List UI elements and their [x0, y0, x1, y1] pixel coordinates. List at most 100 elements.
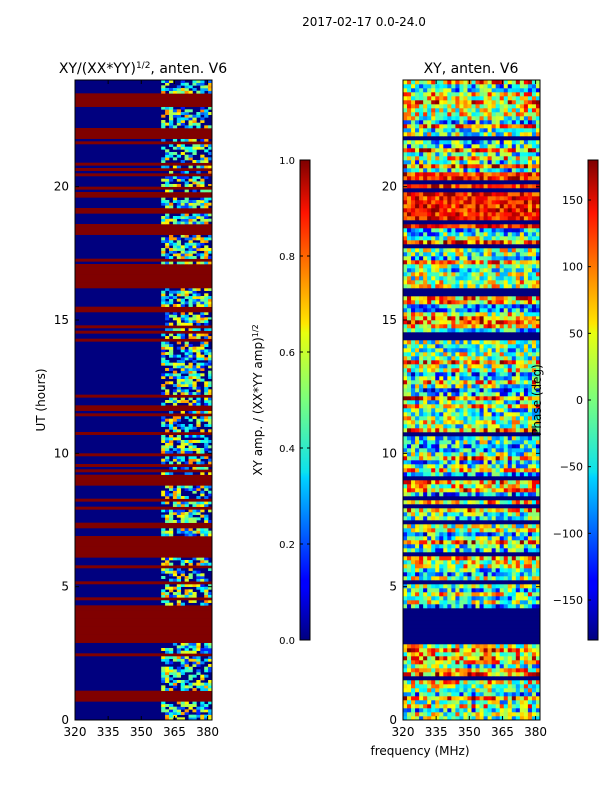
heatmap-cell — [535, 260, 541, 265]
heatmap-cell — [523, 236, 529, 241]
heatmap-cell — [519, 360, 525, 365]
heatmap-cell — [455, 252, 460, 257]
heatmap-cell — [495, 528, 501, 533]
heatmap-cell — [208, 384, 213, 387]
heatmap-cell — [184, 429, 189, 433]
heatmap-cell — [192, 717, 197, 721]
heatmap-cell — [427, 584, 432, 589]
heatmap-cell — [459, 468, 464, 473]
heatmap-cell — [439, 568, 444, 573]
heatmap-cell — [439, 320, 444, 325]
heatmap-cell — [463, 396, 468, 401]
heatmap-cell — [407, 248, 412, 253]
heatmap-cell — [531, 488, 537, 493]
heatmap-cell — [483, 300, 488, 305]
heatmap-cell — [495, 692, 501, 697]
heatmap-cell — [507, 684, 513, 689]
heatmap-cell — [503, 276, 509, 281]
heatmap-cell — [415, 236, 420, 241]
heatmap-row — [75, 618, 212, 622]
heatmap-cell — [208, 586, 213, 590]
heatmap-cell — [519, 272, 525, 277]
heatmap-cell — [443, 668, 448, 673]
heatmap-cell — [475, 248, 480, 253]
heatmap-cell — [169, 672, 174, 675]
heatmap-cell — [479, 340, 484, 345]
heatmap-cell — [531, 228, 537, 233]
heatmap-cell — [200, 242, 205, 246]
heatmap-cell — [196, 202, 201, 206]
heatmap-cell — [523, 272, 529, 277]
heatmap-cell — [415, 508, 420, 513]
heatmap-cell — [165, 680, 170, 683]
heatmap-cell — [200, 218, 205, 222]
heatmap-cell — [499, 656, 505, 661]
heatmap-cell — [435, 252, 440, 257]
heatmap-cell — [196, 680, 201, 683]
heatmap-cell — [463, 404, 468, 409]
heatmap-cell — [200, 333, 205, 337]
heatmap-cell — [200, 677, 205, 681]
heatmap-cell — [535, 680, 541, 685]
heatmap-cell — [423, 320, 428, 325]
heatmap-cell — [172, 592, 178, 595]
heatmap-cell — [495, 712, 501, 717]
heatmap-cell — [184, 200, 189, 203]
heatmap-cell — [447, 240, 452, 245]
heatmap-cell — [161, 125, 166, 129]
heatmap-cell — [443, 692, 448, 697]
heatmap-cell — [523, 652, 529, 657]
heatmap-cell — [483, 584, 488, 589]
heatmap-cell — [165, 714, 170, 718]
heatmap-cell — [180, 397, 185, 401]
heatmap-cell — [419, 328, 424, 333]
heatmap-cell — [507, 516, 513, 521]
heatmap-cell — [467, 348, 472, 353]
heatmap-cell — [192, 557, 197, 561]
heatmap-cell — [535, 468, 541, 473]
heatmap-cell — [499, 564, 505, 569]
heatmap-cell — [475, 456, 480, 461]
heatmap-cell — [479, 444, 484, 449]
heatmap-cell — [475, 568, 480, 573]
heatmap-cell — [447, 564, 452, 569]
heatmap-cell — [427, 704, 432, 709]
heatmap-cell — [169, 170, 174, 174]
heatmap-cell — [523, 700, 529, 705]
heatmap-cell — [447, 316, 452, 321]
heatmap-cell — [495, 688, 501, 693]
heatmap-cell — [507, 340, 513, 345]
heatmap-cell — [523, 664, 529, 669]
heatmap-cell — [511, 280, 517, 285]
heatmap-cell — [459, 536, 464, 541]
heatmap-cell — [443, 492, 448, 497]
heatmap-cell — [535, 364, 541, 369]
heatmap-cell — [208, 642, 213, 646]
heatmap-cell — [443, 360, 448, 365]
heatmap-cell — [499, 368, 505, 373]
heatmap-cell — [495, 408, 501, 413]
heatmap-cell — [507, 588, 513, 593]
heatmap-cell — [455, 672, 460, 677]
heatmap-cell — [471, 472, 476, 477]
heatmap-cell — [523, 560, 529, 565]
heatmap-cell — [431, 252, 436, 257]
heatmap-cell — [467, 428, 472, 433]
heatmap-row — [403, 496, 540, 501]
heatmap-cell — [531, 696, 537, 701]
heatmap-cell — [188, 677, 193, 681]
heatmap-cell — [483, 416, 488, 421]
heatmap-cell — [471, 468, 476, 473]
heatmap-cell — [184, 138, 189, 142]
heatmap-cell — [196, 320, 201, 323]
heatmap-cell — [499, 264, 505, 269]
heatmap-cell — [192, 301, 197, 305]
heatmap-cell — [180, 392, 185, 395]
heatmap-cell — [435, 344, 440, 349]
heatmap-cell — [411, 704, 416, 709]
heatmap-cell — [184, 181, 189, 185]
heatmap-cell — [471, 592, 476, 597]
heatmap-cell — [495, 316, 501, 321]
heatmap-cell — [188, 149, 193, 153]
